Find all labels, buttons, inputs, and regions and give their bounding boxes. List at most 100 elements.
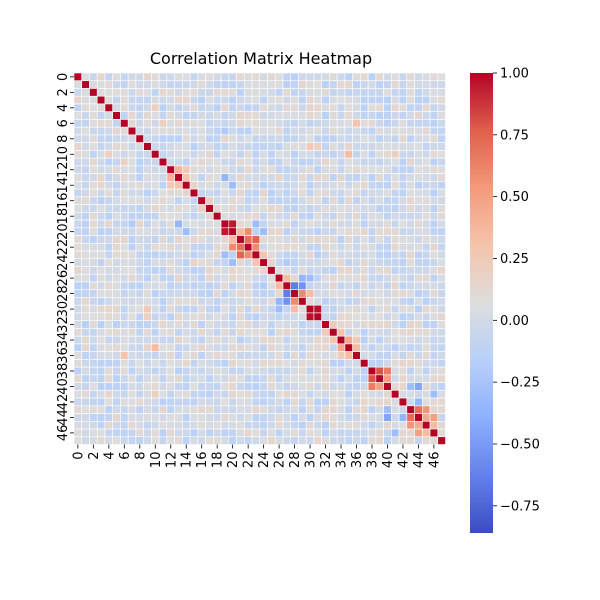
- heatmap-cell: [228, 95, 237, 105]
- heatmap-cell: [398, 366, 408, 376]
- heatmap-cell: [305, 142, 315, 151]
- heatmap-cell: [437, 157, 446, 167]
- heatmap-cell: [406, 359, 415, 368]
- heatmap-cell: [251, 103, 261, 112]
- heatmap-cell: [313, 273, 322, 283]
- heatmap-cell: [135, 374, 144, 383]
- y-tick-label: 4: [56, 104, 71, 112]
- heatmap-cell: [406, 212, 415, 221]
- heatmap-cell: [406, 134, 415, 143]
- heatmap-cell: [143, 235, 152, 244]
- y-tick-label: 12: [56, 161, 71, 178]
- heatmap-cell: [197, 258, 206, 267]
- heatmap-cell: [367, 111, 377, 120]
- heatmap-cell: [391, 258, 400, 267]
- heatmap-cell: [158, 289, 168, 298]
- heatmap-cell: [336, 335, 346, 345]
- heatmap-cell: [305, 173, 315, 182]
- heatmap-cell: [182, 157, 191, 167]
- heatmap-cell: [360, 72, 369, 82]
- heatmap-cell: [81, 242, 90, 252]
- heatmap-cell: [360, 351, 369, 360]
- heatmap-cell: [182, 382, 191, 391]
- heatmap-cell: [367, 157, 377, 167]
- heatmap-cell: [437, 204, 446, 213]
- heatmap-cell: [321, 72, 330, 82]
- heatmap-cell: [406, 428, 415, 438]
- heatmap-cell: [166, 312, 175, 321]
- heatmap-cell: [228, 111, 237, 120]
- heatmap-cell: [189, 328, 199, 337]
- heatmap-cell: [228, 165, 237, 174]
- heatmap-cell: [329, 181, 338, 190]
- heatmap-cell: [228, 428, 237, 438]
- heatmap-cell: [213, 428, 222, 438]
- heatmap-cell: [189, 351, 199, 360]
- heatmap-cell: [151, 250, 160, 260]
- heatmap-cell: [243, 235, 253, 244]
- heatmap-cell: [120, 250, 129, 260]
- heatmap-cell: [290, 382, 299, 391]
- heatmap-cell: [305, 328, 315, 337]
- heatmap-cell: [166, 359, 175, 368]
- heatmap-cell: [143, 266, 152, 275]
- heatmap-cell: [120, 150, 129, 159]
- heatmap-cell: [336, 134, 346, 143]
- heatmap-cell: [352, 227, 361, 236]
- heatmap-cell: [81, 297, 90, 306]
- heatmap-cell: [158, 320, 168, 329]
- heatmap-cell: [321, 142, 330, 151]
- heatmap-cell: [189, 436, 199, 445]
- heatmap-cell: [228, 150, 237, 159]
- heatmap-cell: [96, 212, 106, 221]
- heatmap-cell: [437, 142, 446, 151]
- heatmap-cell: [336, 95, 346, 105]
- heatmap-cell: [228, 343, 237, 352]
- heatmap-cell: [120, 165, 129, 174]
- heatmap-cell: [282, 157, 292, 167]
- heatmap-cell: [236, 134, 245, 143]
- heatmap-cell: [120, 103, 129, 112]
- heatmap-cell: [429, 374, 439, 383]
- heatmap-cell: [220, 328, 230, 337]
- heatmap-cell: [112, 258, 121, 267]
- heatmap-cell: [189, 366, 199, 376]
- heatmap-cell: [259, 119, 268, 128]
- heatmap-cell: [174, 204, 183, 213]
- heatmap-cell: [104, 150, 113, 159]
- heatmap-cell: [81, 126, 90, 136]
- heatmap-cell: [213, 436, 222, 445]
- heatmap-cell: [112, 134, 121, 143]
- heatmap-cell: [282, 297, 292, 306]
- heatmap-cell: [344, 134, 353, 143]
- heatmap-cell: [290, 366, 299, 376]
- heatmap-cell: [406, 242, 415, 252]
- heatmap-cell: [421, 111, 431, 120]
- heatmap-cell: [220, 119, 230, 128]
- heatmap-cell: [197, 273, 206, 283]
- heatmap-cell: [251, 227, 261, 236]
- heatmap-cell: [274, 351, 284, 360]
- heatmap-cell: [213, 413, 222, 422]
- heatmap-cell: [290, 88, 299, 97]
- heatmap-cell: [329, 204, 338, 213]
- heatmap-cell: [127, 397, 137, 407]
- heatmap-cell: [243, 266, 253, 275]
- heatmap-cell: [73, 227, 83, 236]
- heatmap-cell: [228, 420, 237, 430]
- heatmap-cell: [360, 413, 369, 422]
- heatmap-cell: [104, 134, 113, 143]
- heatmap-cell: [96, 196, 106, 205]
- heatmap-cell: [251, 328, 261, 337]
- heatmap-cell: [127, 212, 137, 221]
- heatmap-cell: [352, 405, 361, 414]
- heatmap-cell: [344, 250, 353, 260]
- heatmap-cell: [391, 304, 400, 314]
- heatmap-cell: [143, 250, 152, 260]
- heatmap-cell: [305, 181, 315, 190]
- heatmap-cell: [135, 72, 144, 82]
- heatmap-cell: [437, 235, 446, 244]
- heatmap-cell: [274, 165, 284, 174]
- heatmap-cell: [189, 304, 199, 314]
- heatmap-cell: [127, 335, 137, 345]
